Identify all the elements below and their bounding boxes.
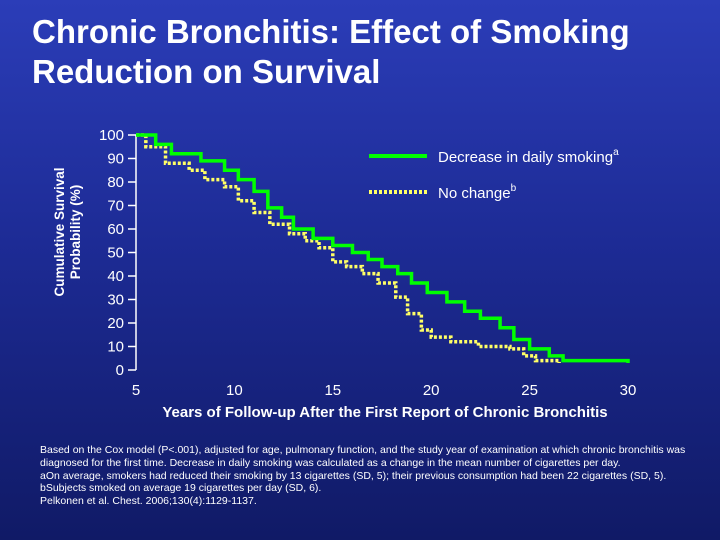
footnote-ab: aOn average, smokers had reduced their s…	[40, 469, 667, 495]
series-no-change-line	[136, 133, 561, 363]
y-tick-label: 80	[107, 174, 124, 191]
y-tick-label: 100	[99, 127, 124, 144]
y-tick-label: 0	[116, 362, 124, 379]
chart-legend: Decrease in daily smokinga No changeb	[369, 147, 619, 202]
y-tick-label: 60	[107, 221, 124, 238]
slide-title: Chronic Bronchitis: Effect of Smoking Re…	[32, 12, 692, 92]
x-tick-label: 20	[423, 382, 440, 399]
legend-superscript: a	[613, 147, 619, 158]
y-axis-label-line2: Probability (%)	[68, 185, 83, 280]
y-axis-label-line1: Cumulative Survival	[52, 167, 67, 296]
y-tick-label: 20	[107, 315, 124, 332]
y-tick-label: 30	[107, 292, 124, 309]
y-tick-label: 50	[107, 245, 124, 262]
legend-label: Decrease in daily smokinga	[438, 147, 619, 166]
footnote-citation: Pelkonen et al. Chest. 2006;130(4):1129-…	[40, 495, 257, 508]
y-tick-label: 70	[107, 198, 124, 215]
x-axis-title: Years of Follow-up After the First Repor…	[162, 404, 608, 421]
footnotes: Based on the Cox model (P<.001), adjuste…	[40, 444, 700, 508]
series-decrease-line	[136, 133, 630, 363]
x-tick-label: 10	[226, 382, 243, 399]
chart-series	[136, 133, 630, 363]
y-tick-label: 90	[107, 151, 124, 168]
legend-label: No changeb	[438, 183, 517, 202]
y-tick-label: 40	[107, 268, 124, 285]
legend-superscript: b	[511, 183, 517, 194]
x-tick-label: 5	[132, 382, 140, 399]
slide-title-line1: Chronic Bronchitis: Effect of Smoking	[32, 13, 630, 50]
x-tick-label: 15	[324, 382, 341, 399]
slide-title-line2: Reduction on Survival	[32, 53, 381, 90]
footnote-method: Based on the Cox model (P<.001), adjuste…	[40, 444, 686, 469]
x-tick-label: 30	[620, 382, 637, 399]
y-tick-label: 10	[107, 339, 124, 356]
y-axis-label: Cumulative Survival Probability (%)	[48, 142, 108, 322]
x-tick-label: 25	[521, 382, 538, 399]
